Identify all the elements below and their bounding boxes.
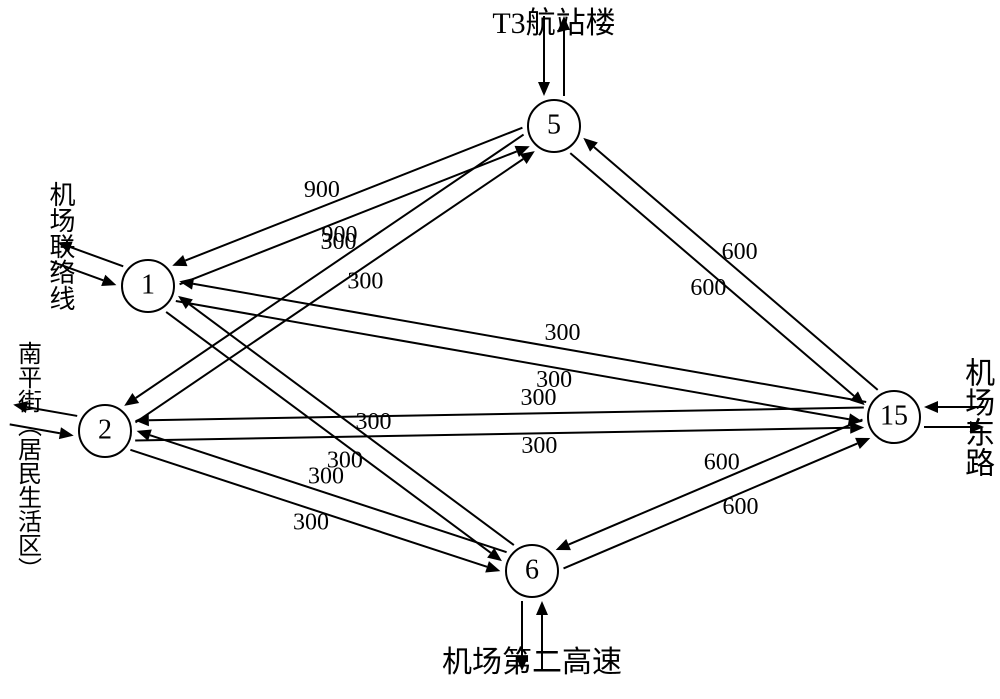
- external-label: 南平街（居民生活区）: [13, 341, 41, 581]
- edge-label: 600: [722, 239, 758, 265]
- edge-label: 300: [544, 320, 580, 346]
- graph-node-label: 2: [98, 414, 112, 445]
- edge-label: 300: [347, 269, 383, 295]
- edge-label: 300: [308, 464, 344, 490]
- edge-label: 300: [356, 409, 392, 435]
- edge-label: 900: [304, 177, 340, 203]
- edge-label: 600: [722, 494, 758, 520]
- edge-label: 300: [293, 509, 329, 535]
- graph-node-label: 15: [880, 400, 908, 431]
- graph-node-label: 6: [525, 554, 539, 585]
- edge-label: 600: [704, 450, 740, 476]
- edge-label: 300: [521, 385, 557, 411]
- external-label: 机场东路: [960, 357, 995, 477]
- edge-label: 300: [521, 433, 557, 459]
- external-label: 机场联络线: [46, 181, 75, 311]
- edge-label: 600: [690, 275, 726, 301]
- external-label: 机场第二高速: [442, 646, 622, 679]
- graph-node-label: 5: [547, 109, 561, 140]
- external-label: T3航站楼: [492, 7, 615, 40]
- network-diagram: 9009006006003003003003003003003003003003…: [0, 0, 1000, 699]
- edge-label: 300: [320, 229, 356, 255]
- graph-node-label: 1: [141, 269, 155, 300]
